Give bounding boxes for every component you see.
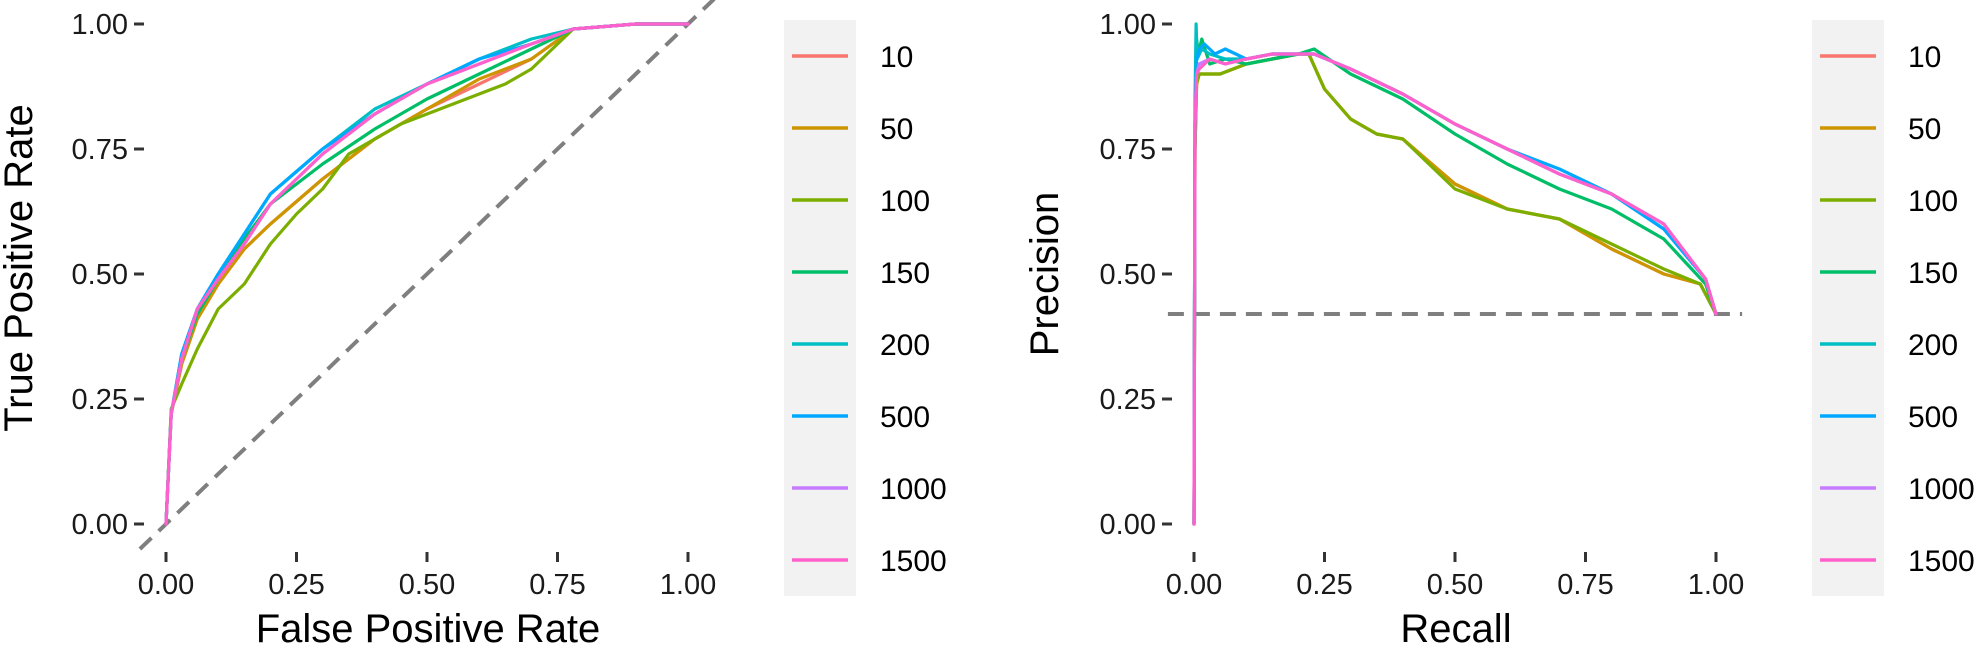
pr-y-tick-label: 0.00	[1100, 509, 1156, 541]
roc-y-axis-title: True Positive Rate	[0, 104, 41, 432]
roc-x-axis: 0.00 0.25 0.50 0.75 1.00	[138, 552, 716, 601]
roc-legend-label-1000: 1000	[880, 473, 947, 506]
pr-plot-area	[1167, 22, 1743, 526]
roc-series-line-50	[164, 22, 690, 526]
roc-x-tick-label: 0.75	[529, 569, 585, 601]
pr-legend-label-50: 50	[1908, 113, 1941, 146]
roc-legend-label-1500: 1500	[880, 545, 947, 578]
pr-legend-label-1500: 1500	[1908, 545, 1975, 578]
pr-legend-label-100: 100	[1908, 185, 1958, 218]
roc-y-tick-label: 0.00	[72, 509, 128, 541]
roc-series-line-1500	[164, 22, 690, 526]
roc-y-axis: 0.00 0.25 0.50 0.75 1.00	[72, 9, 144, 541]
roc-x-axis-title: False Positive Rate	[256, 607, 601, 647]
pr-legend-items: 10 50 100 150 200 500 1000 1500	[1820, 41, 1975, 578]
pr-legend-background	[1812, 20, 1884, 596]
pr-series-layer	[1192, 22, 1718, 526]
roc-y-tick-label: 0.75	[72, 134, 128, 166]
pr-x-tick-label: 0.00	[1166, 569, 1222, 601]
roc-reference-line	[138, 0, 716, 551]
roc-y-tick-label: 1.00	[72, 9, 128, 41]
roc-panel: 0.00 0.25 0.50 0.75 1.00 0.00 0.25 0.50 0.75 1.0…	[0, 0, 947, 647]
pr-y-tick-label: 0.25	[1100, 384, 1156, 416]
pr-y-axis: 0.00 0.25 0.50 0.75 1.00	[1100, 9, 1172, 541]
roc-legend: 10 50 100 150 200 500 1000 1500	[784, 20, 947, 596]
pr-y-tick-label: 0.50	[1100, 259, 1156, 291]
pr-x-tick-label: 0.25	[1296, 569, 1352, 601]
pr-legend-label-150: 150	[1908, 257, 1958, 290]
pr-legend-label-10: 10	[1908, 41, 1941, 74]
pr-legend-label-1000: 1000	[1908, 473, 1975, 506]
roc-legend-background	[784, 20, 856, 596]
roc-legend-label-500: 500	[880, 401, 930, 434]
roc-x-tick-label: 0.25	[268, 569, 324, 601]
roc-y-tick-label: 0.25	[72, 384, 128, 416]
roc-y-tick-label: 0.50	[72, 259, 128, 291]
roc-legend-label-150: 150	[880, 257, 930, 290]
roc-legend-items: 10 50 100 150 200 500 1000 1500	[792, 41, 947, 578]
pr-x-tick-label: 0.50	[1427, 569, 1483, 601]
roc-legend-label-50: 50	[880, 113, 913, 146]
pr-x-tick-label: 0.75	[1557, 569, 1613, 601]
pr-x-axis-title: Recall	[1400, 607, 1511, 647]
roc-x-tick-label: 1.00	[660, 569, 716, 601]
pr-legend-label-200: 200	[1908, 329, 1958, 362]
pr-y-tick-label: 0.75	[1100, 134, 1156, 166]
roc-x-tick-label: 0.00	[138, 569, 194, 601]
pr-series-line-1500	[1192, 52, 1718, 526]
roc-series-line-100	[164, 22, 690, 526]
pr-x-axis: 0.00 0.25 0.50 0.75 1.00	[1166, 552, 1744, 601]
pr-y-tick-label: 1.00	[1100, 9, 1156, 41]
roc-legend-label-100: 100	[880, 185, 930, 218]
pr-series-line-100	[1192, 52, 1718, 526]
pr-y-axis-title: Precision	[1023, 192, 1067, 357]
roc-legend-label-200: 200	[880, 329, 930, 362]
pr-legend-label-500: 500	[1908, 401, 1958, 434]
roc-plot-area	[138, 0, 716, 551]
pr-legend: 10 50 100 150 200 500 1000 1500	[1812, 20, 1975, 596]
roc-series-layer	[164, 22, 690, 526]
roc-legend-label-10: 10	[880, 41, 913, 74]
roc-x-tick-label: 0.50	[399, 569, 455, 601]
pr-panel: 0.00 0.25 0.50 0.75 1.00 0.00 0.25 0.50 0.75 1.0…	[1023, 9, 1975, 647]
pr-x-tick-label: 1.00	[1688, 569, 1744, 601]
roc-reference-line-layer	[138, 0, 716, 551]
